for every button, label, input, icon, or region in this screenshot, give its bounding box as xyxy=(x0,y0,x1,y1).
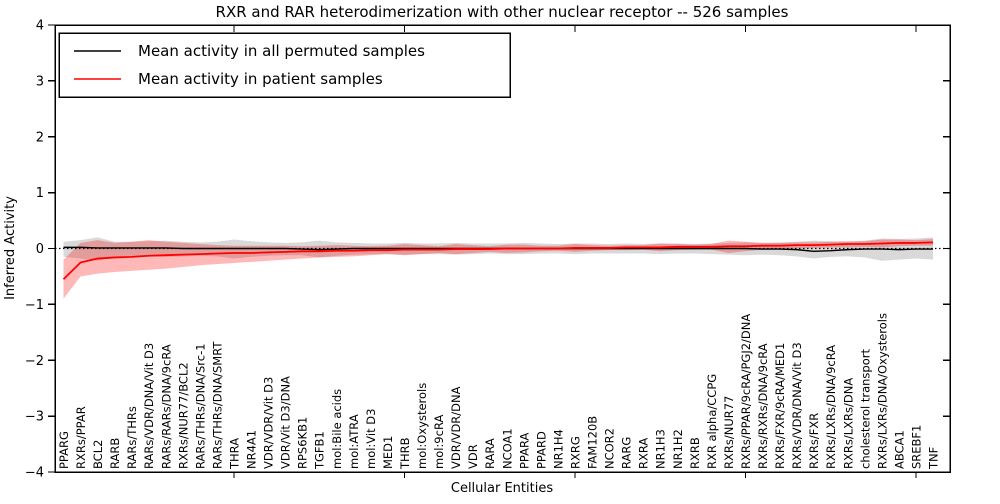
patient-mean-line xyxy=(62,241,934,280)
x-axis-label: RXRs/FXR/9cRA/MED1 xyxy=(773,343,787,469)
x-axis-label: VDR/Vit D3/DNA xyxy=(279,376,293,469)
x-axis-label: MED1 xyxy=(381,436,395,469)
x-axis-label: RARA xyxy=(483,438,497,469)
x-axis-label: TNF xyxy=(927,447,941,470)
x-axis-label: RARG xyxy=(620,437,634,469)
x-axis-label: RXRG xyxy=(568,436,582,469)
x-axis-label: RXRs/PPAR xyxy=(74,406,88,469)
x-axis-label: NR4A1 xyxy=(245,430,259,469)
legend-label-permuted: Mean activity in all permuted samples xyxy=(138,42,425,60)
x-axis-label: RARs/VDR/DNA/Vit D3 xyxy=(142,343,156,469)
x-axis-label: RXRs/VDR/DNA/Vit D3 xyxy=(790,342,804,469)
confidence-bands xyxy=(63,237,933,299)
y-tick-label: −4 xyxy=(25,466,44,481)
y-axis-title: Inferred Activity xyxy=(3,196,18,300)
x-axis-label: RXRs/LXRs/DNA xyxy=(841,378,855,469)
x-axis-label: THRB xyxy=(398,437,412,470)
x-axis-label: TGFB1 xyxy=(313,431,327,470)
x-axis-label: RARs/THRs/DNA/Src-1 xyxy=(193,343,207,469)
x-axis-label: NR1H3 xyxy=(654,429,668,469)
x-axis-label: RXRs/NUR77 xyxy=(722,396,736,469)
x-axis-label: BCL2 xyxy=(91,440,105,469)
x-axis-label: VDR/VDR/DNA xyxy=(449,386,463,469)
x-axis-label: VDR xyxy=(466,444,480,469)
x-axis-label: mol:ATRA xyxy=(347,414,361,469)
y-tick-label: 0 xyxy=(36,242,44,257)
x-axis-label: NR1H4 xyxy=(551,429,565,469)
x-axis-label: mol:Vit D3 xyxy=(364,409,378,469)
y-tick-label: 2 xyxy=(36,130,44,145)
x-axis-label: VDR/VDR/Vit D3 xyxy=(262,377,276,469)
x-axis-label: THRA xyxy=(227,438,241,470)
x-axis-label: RARs/THRs xyxy=(125,406,139,469)
y-tick-label: 3 xyxy=(36,74,44,89)
x-axis-label: RXRs/LXRs/DNA/Oxysterols xyxy=(875,313,889,469)
x-axis-label: NCOR2 xyxy=(603,428,617,469)
legend: Mean activity in all permuted samples Me… xyxy=(58,32,511,98)
legend-box xyxy=(58,32,511,98)
x-axis-label: RXRB xyxy=(688,437,702,469)
y-tick-labels: −4 −3 −2 −1 0 1 2 3 4 xyxy=(25,19,44,481)
x-axis-label: SREBF1 xyxy=(909,425,923,469)
x-axis-label: NCOA1 xyxy=(500,428,514,469)
x-axis-label: RPS6KB1 xyxy=(296,417,310,469)
x-axis-label: FAM120B xyxy=(586,416,600,469)
x-axis-label: RXRs/NUR77/BCL2 xyxy=(176,362,190,469)
y-tick-label: −3 xyxy=(25,410,44,425)
x-axis-label: RXR alpha/CCPG xyxy=(705,374,719,469)
y-tick-label: −2 xyxy=(25,354,44,369)
legend-label-patient: Mean activity in patient samples xyxy=(138,70,383,88)
x-axis-label: RXRs/LXRs/DNA/9cRA xyxy=(824,345,838,469)
x-axis-label: RARs/RARs/DNA/9cRA xyxy=(159,344,173,469)
x-axis-label: PPARG xyxy=(57,431,71,469)
y-tick-label: 1 xyxy=(36,186,44,201)
x-axis-label: RXRs/PPAR/9cRA/PGJ2/DNA xyxy=(739,314,753,469)
y-tick-label: 4 xyxy=(36,19,44,34)
patient-band xyxy=(63,239,933,299)
x-axis-label: NR1H2 xyxy=(671,429,685,469)
x-axis-label: PPARD xyxy=(534,431,548,469)
mean-lines xyxy=(62,241,934,280)
legend-entry-patient: Mean activity in patient samples xyxy=(74,70,383,88)
x-axis-label: ABCA1 xyxy=(892,430,906,469)
y-tick-label: −1 xyxy=(25,298,44,313)
legend-entry-permuted: Mean activity in all permuted samples xyxy=(74,42,425,60)
x-axis-label: mol:9cRA xyxy=(432,415,446,469)
x-axis-label: cholesterol transport xyxy=(858,349,872,469)
x-axis-label: RARB xyxy=(108,438,122,469)
x-axis-label: RXRs/RXRs/DNA/9cRA xyxy=(756,343,770,469)
plot-border xyxy=(54,24,951,473)
x-axis-label: RXRA xyxy=(637,438,651,469)
x-axis-title: Cellular Entities xyxy=(451,481,553,496)
chart-title: RXR and RAR heterodimerization with othe… xyxy=(216,3,789,21)
x-axis-label: RXRs/FXR xyxy=(807,413,821,469)
x-axis-label: PPARA xyxy=(517,432,531,469)
x-axis-label: mol:Oxysterols xyxy=(415,383,429,469)
x-axis-label: RARs/THRs/DNA/SMRT xyxy=(210,341,224,469)
x-axis-labels: PPARG RXRs/PPAR BCL2 RARB RARs/THRs RARs/VDR/… xyxy=(57,313,941,470)
x-axis-label: mol:Bile acids xyxy=(330,389,344,469)
